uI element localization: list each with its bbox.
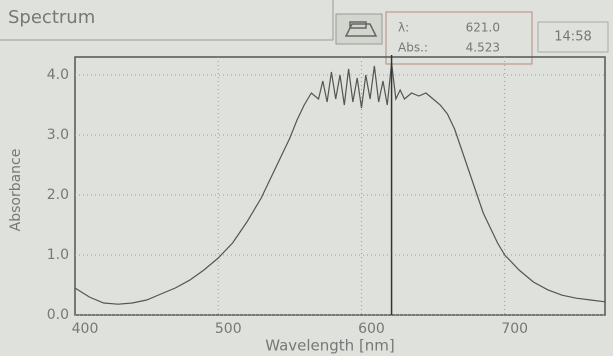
- y-axis-label: Absorbance: [8, 149, 24, 232]
- y-tick-label: 4.0: [47, 67, 69, 83]
- background: [0, 0, 613, 356]
- x-tick-label: 600: [358, 321, 385, 337]
- clock: 14:58: [554, 30, 591, 45]
- x-tick-label: 400: [72, 321, 99, 337]
- print-button-frame[interactable]: [336, 14, 382, 44]
- abs-value: 4.523: [466, 41, 500, 55]
- screen: Spectrum λ: 621.0 Abs.: 4.523 14:58 Abso…: [0, 0, 613, 356]
- screen-title: Spectrum: [8, 7, 95, 28]
- x-tick-label: 500: [215, 321, 242, 337]
- wavelength-value: 621.0: [466, 21, 500, 35]
- x-tick-label: 700: [501, 321, 528, 337]
- abs-label: Abs.:: [398, 41, 428, 55]
- print-button[interactable]: [336, 14, 382, 44]
- y-tick-label: 2.0: [47, 187, 69, 203]
- x-axis-label: Wavelength [nm]: [265, 337, 395, 355]
- y-tick-label: 3.0: [47, 127, 69, 143]
- y-tick-label: 1.0: [47, 247, 69, 263]
- y-tick-label: 0.0: [47, 307, 69, 323]
- wavelength-label: λ:: [398, 21, 409, 35]
